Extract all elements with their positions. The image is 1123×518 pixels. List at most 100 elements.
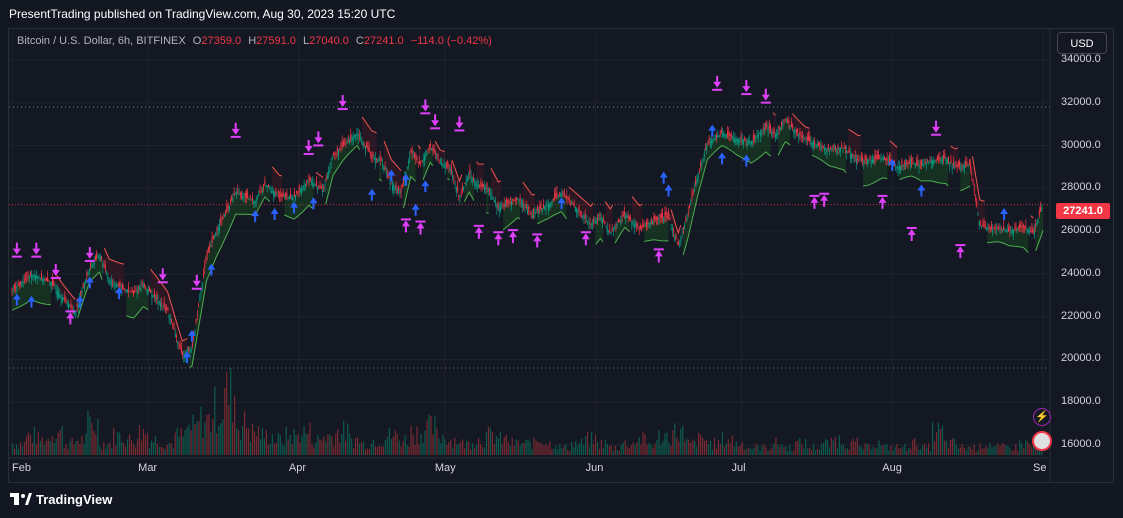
volume-bar	[902, 446, 904, 455]
candle-body	[700, 163, 702, 167]
volume-bar	[981, 448, 983, 455]
candle-body	[222, 217, 224, 219]
volume-bar	[39, 441, 41, 455]
tradingview-footer[interactable]: TradingView	[10, 492, 112, 508]
candle-body	[628, 216, 630, 219]
candle-body	[233, 191, 235, 196]
candle-body	[781, 121, 783, 126]
buy-signal-arrow-stem	[273, 214, 276, 220]
candle-body	[396, 189, 398, 193]
candle-body	[878, 154, 880, 159]
volume-bar	[362, 441, 365, 455]
volume-bar	[473, 448, 476, 455]
candle-body	[754, 135, 756, 138]
candle-body	[783, 120, 785, 122]
volume-bar	[470, 449, 472, 455]
trend-band-up-line	[422, 161, 434, 181]
candle-body	[611, 228, 613, 231]
candle-body	[849, 153, 851, 159]
candle-body	[82, 283, 84, 288]
volume-bar	[692, 439, 694, 455]
candle-body	[745, 139, 747, 141]
candle-body	[974, 197, 976, 199]
volume-bar	[404, 435, 406, 455]
volume-bar	[769, 449, 771, 455]
candle-body	[740, 136, 742, 140]
candle-body	[529, 210, 531, 212]
us-flag-icon[interactable]	[1032, 431, 1052, 451]
volume-bar	[57, 433, 59, 455]
candle-body	[530, 212, 532, 214]
volume-bar	[279, 435, 281, 455]
volume-bar	[975, 451, 977, 455]
volume-bar	[368, 449, 371, 455]
candle-body	[263, 184, 265, 187]
candle-body	[950, 158, 952, 163]
volume-bar	[961, 444, 963, 455]
candle-body	[701, 162, 703, 166]
price-tick-label: 26000.0	[1061, 224, 1101, 237]
candle-body	[345, 141, 347, 143]
volume-bar	[23, 441, 26, 455]
candle-body	[58, 292, 60, 298]
candle-body	[104, 264, 106, 270]
candle-body	[1008, 227, 1010, 232]
candle-body	[268, 185, 270, 188]
buy-signal-arrow	[411, 203, 420, 210]
candle-body	[198, 306, 200, 308]
volume-bar	[690, 442, 692, 455]
currency-button[interactable]: USD	[1057, 32, 1107, 54]
volume-bar	[523, 442, 525, 455]
candle-body	[465, 180, 467, 185]
candle-body	[898, 166, 900, 169]
candle-body	[216, 228, 218, 230]
candle-body	[344, 143, 346, 145]
candle-body	[43, 279, 45, 282]
volume-bar	[584, 436, 587, 455]
volume-bar	[618, 450, 620, 455]
chart-frame[interactable]	[8, 28, 1114, 483]
volume-bar	[376, 446, 379, 455]
time-tick-label: Jun	[585, 462, 604, 474]
lightning-icon[interactable]: ⚡	[1033, 408, 1051, 426]
volume-bar	[483, 447, 486, 455]
candle-body	[934, 159, 936, 161]
exit-signal-stem	[419, 228, 422, 235]
candle-body	[558, 193, 560, 195]
candle-body	[808, 135, 810, 141]
candle-body	[442, 163, 444, 165]
candle-body	[258, 194, 260, 196]
buy-signal-arrow-stem	[79, 301, 82, 308]
candle-body	[283, 196, 285, 198]
candle-body	[987, 228, 989, 231]
volume-bar	[1013, 450, 1015, 455]
candle-body	[970, 164, 972, 169]
candle-body	[882, 158, 884, 160]
volume-bar	[51, 436, 53, 455]
volume-bar	[555, 445, 557, 455]
candle-body	[967, 165, 969, 167]
candle-body	[259, 190, 261, 193]
sell-signal-arrow	[85, 252, 94, 259]
volume-bar	[386, 436, 388, 455]
candle-body	[290, 194, 292, 197]
volume-bar	[581, 438, 583, 455]
volume-bar	[123, 443, 125, 455]
volume-bar	[59, 429, 61, 455]
volume-bar	[563, 446, 565, 455]
candle-body	[531, 213, 533, 218]
exit-signal-arrow	[494, 233, 503, 240]
candle-body	[1001, 229, 1003, 231]
buy-signal-arrow-stem	[370, 194, 373, 201]
candle-body	[828, 149, 830, 152]
candle-body	[65, 299, 67, 302]
trend-band-up-line	[777, 140, 791, 156]
candle-body	[129, 291, 131, 293]
candle-body	[945, 158, 947, 161]
candle-body	[248, 198, 250, 200]
candle-body	[310, 181, 312, 183]
volume-bar	[711, 449, 714, 455]
candle-body	[660, 213, 662, 219]
candle-body	[547, 204, 549, 210]
